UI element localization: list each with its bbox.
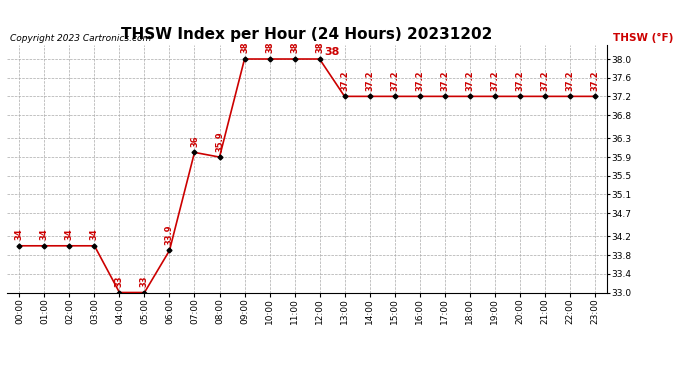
- Text: 37.2: 37.2: [390, 70, 399, 91]
- Text: 37.2: 37.2: [365, 70, 374, 91]
- Text: 38: 38: [315, 42, 324, 54]
- Title: THSW Index per Hour (24 Hours) 20231202: THSW Index per Hour (24 Hours) 20231202: [121, 27, 493, 42]
- Text: 37.2: 37.2: [415, 70, 424, 91]
- Text: 37.2: 37.2: [565, 70, 574, 91]
- Text: 38: 38: [240, 42, 249, 54]
- Text: 33: 33: [115, 276, 124, 287]
- Text: 37.2: 37.2: [540, 70, 549, 91]
- Text: 36: 36: [190, 135, 199, 147]
- Text: THSW (°F): THSW (°F): [613, 33, 673, 42]
- Text: 33: 33: [140, 276, 149, 287]
- Text: Copyright 2023 Cartronics.com: Copyright 2023 Cartronics.com: [10, 33, 151, 42]
- Text: 38: 38: [265, 42, 274, 54]
- Text: 37.2: 37.2: [340, 70, 349, 91]
- Text: 34: 34: [90, 229, 99, 240]
- Text: 37.2: 37.2: [490, 70, 499, 91]
- Text: 37.2: 37.2: [465, 70, 474, 91]
- Text: 35.9: 35.9: [215, 131, 224, 152]
- Text: 34: 34: [65, 229, 74, 240]
- Text: 38: 38: [290, 42, 299, 54]
- Text: 38: 38: [324, 46, 339, 57]
- Text: 37.2: 37.2: [440, 70, 449, 91]
- Text: 37.2: 37.2: [590, 70, 599, 91]
- Text: 34: 34: [40, 229, 49, 240]
- Text: 34: 34: [15, 229, 24, 240]
- Text: 33.9: 33.9: [165, 224, 174, 245]
- Text: 37.2: 37.2: [515, 70, 524, 91]
